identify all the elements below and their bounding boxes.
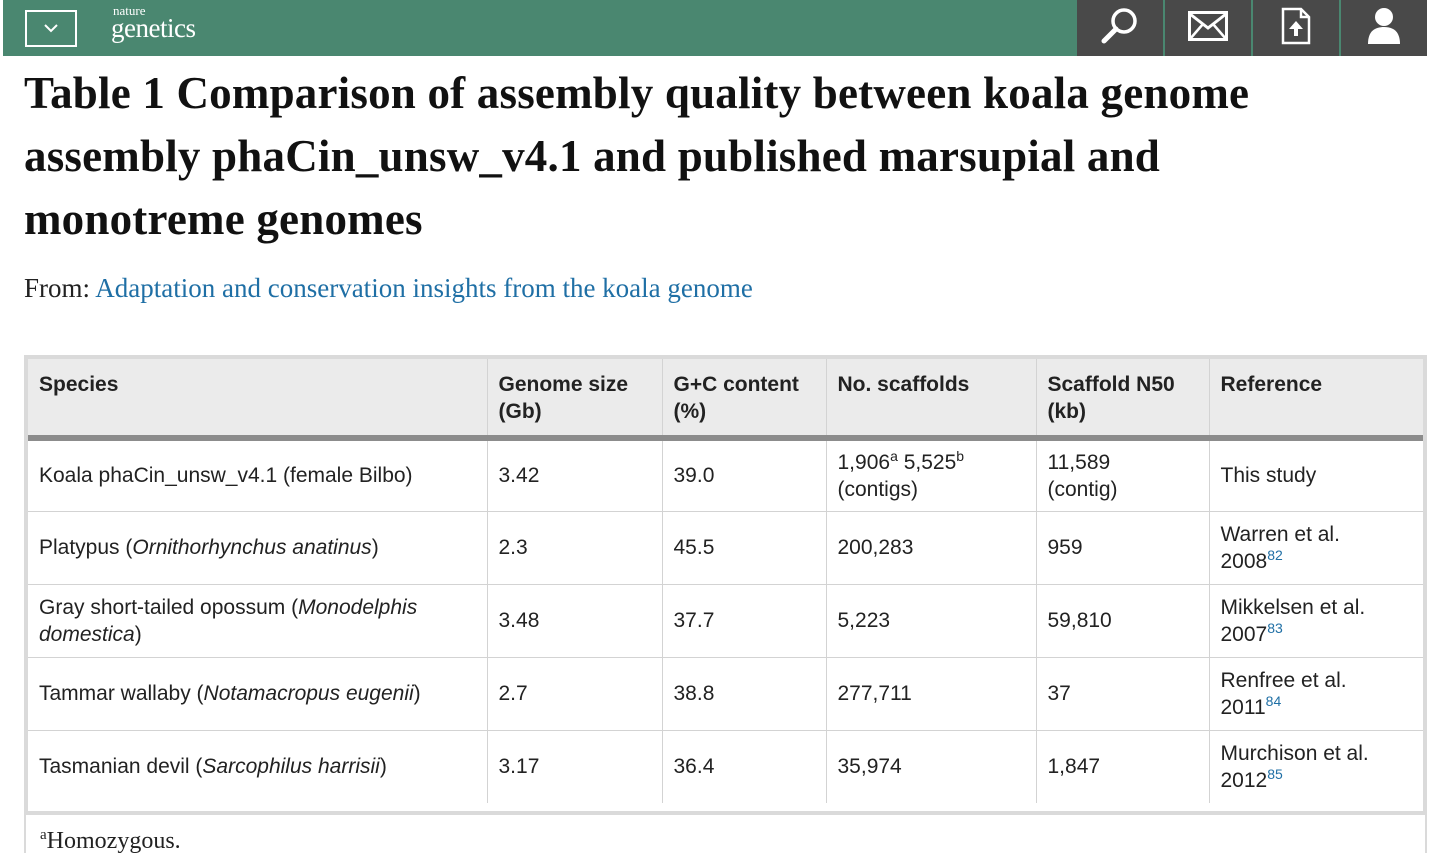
page-title: Table 1 Comparison of assembly quality b… <box>24 62 1404 251</box>
cell-gc-content: 45.5 <box>662 511 827 585</box>
title-line: monotreme genomes <box>24 194 423 244</box>
cell-genome-size: 3.48 <box>487 584 663 658</box>
user-icon <box>1367 7 1401 50</box>
header-scaffold-n50: Scaffold N50 (kb) <box>1036 359 1210 438</box>
header-genome-size: Genome size (Gb) <box>487 359 663 438</box>
footnote-marker-b: b <box>956 447 965 464</box>
cell-no-scaffolds: 35,974 <box>826 730 1037 803</box>
cell-no-scaffolds: 200,283 <box>826 511 1037 585</box>
footnote-marker: a <box>40 827 47 843</box>
cell-gc-content: 39.0 <box>662 438 827 512</box>
journal-logo[interactable]: nature genetics <box>111 3 196 43</box>
download-icon <box>1281 7 1311 50</box>
mail-icon <box>1188 10 1228 46</box>
top-navigation-bar: nature genetics <box>3 0 1427 56</box>
cell-no-scaffolds: 1,906a 5,525b (contigs) <box>826 438 1037 512</box>
footnote-text: Homozygous. <box>46 828 181 853</box>
search-icon <box>1100 6 1140 51</box>
cell-gc-content: 36.4 <box>662 730 827 803</box>
table-row: Koala phaCin_unsw_v4.1 (female Bilbo) 3.… <box>28 438 1423 512</box>
footnote-marker-a: a <box>890 447 898 464</box>
source-article-link[interactable]: Adaptation and conservation insights fro… <box>95 273 753 303</box>
reference-link[interactable]: 82 <box>1267 546 1283 563</box>
reference-link[interactable]: 84 <box>1265 692 1282 709</box>
comparison-table: Species Genome size (Gb) G+C content (%) N… <box>28 359 1423 803</box>
footnote-container <box>24 806 1427 853</box>
cell-scaffold-n50: 1,847 <box>1036 730 1210 803</box>
cell-scaffold-n50: 959 <box>1036 511 1210 585</box>
cell-scaffold-n50: 59,810 <box>1036 584 1210 658</box>
table-row: Platypus (Ornithorhynchus anatinus) 2.3 … <box>28 511 1423 585</box>
cell-reference: Renfree et al. 201184 <box>1209 657 1423 731</box>
reference-link[interactable]: 85 <box>1267 765 1283 782</box>
table-header-row: Species Genome size (Gb) G+C content (%) N… <box>28 359 1423 438</box>
data-table-container: Species Genome size (Gb) G+C content (%) N… <box>24 355 1427 815</box>
cell-species: Gray short-tailed opossum (Monodelphis d… <box>28 584 488 658</box>
menu-toggle-button[interactable] <box>25 10 77 47</box>
cell-genome-size: 3.42 <box>487 438 663 512</box>
header-reference: Reference <box>1209 359 1423 438</box>
cell-scaffold-n50: 37 <box>1036 657 1210 731</box>
cell-scaffold-n50: 11,589 (contig) <box>1036 438 1210 512</box>
header-species: Species <box>28 359 488 438</box>
from-label: From: <box>24 273 91 303</box>
cell-species: Koala phaCin_unsw_v4.1 (female Bilbo) <box>28 438 488 512</box>
source-article: From: Adaptation and conservation insigh… <box>24 273 753 304</box>
table-row: Tammar wallaby (Notamacropus eugenii) 2.… <box>28 657 1423 731</box>
toolbar <box>1077 0 1427 56</box>
table-row: Tasmanian devil (Sarcophilus harrisii) 3… <box>28 730 1423 803</box>
cell-genome-size: 3.17 <box>487 730 663 803</box>
cell-reference: Mikkelsen et al. 200783 <box>1209 584 1423 658</box>
title-line: assembly phaCin_unsw_v4.1 and published … <box>24 131 1161 181</box>
cell-species: Platypus (Ornithorhynchus anatinus) <box>28 511 488 585</box>
cell-gc-content: 38.8 <box>662 657 827 731</box>
table-row: Gray short-tailed opossum (Monodelphis d… <box>28 584 1423 658</box>
search-button[interactable] <box>1077 0 1163 56</box>
cell-reference: This study <box>1209 438 1423 512</box>
cell-reference: Warren et al. 200882 <box>1209 511 1423 585</box>
chevron-down-icon <box>43 20 59 38</box>
cell-species: Tasmanian devil (Sarcophilus harrisii) <box>28 730 488 803</box>
reference-link[interactable]: 83 <box>1267 619 1283 636</box>
email-button[interactable] <box>1165 0 1251 56</box>
cell-species: Tammar wallaby (Notamacropus eugenii) <box>28 657 488 731</box>
header-gc-content: G+C content (%) <box>662 359 827 438</box>
account-button[interactable] <box>1341 0 1427 56</box>
header-no-scaffolds: No. scaffolds <box>826 359 1037 438</box>
cell-reference: Murchison et al. 201285 <box>1220 741 1369 792</box>
logo-big-text: genetics <box>111 13 196 43</box>
title-line: Table 1 Comparison of assembly quality b… <box>24 68 1250 118</box>
cell-genome-size: 2.3 <box>487 511 663 585</box>
logo-small-text: nature <box>113 3 146 18</box>
table-footnote: aHomozygous. <box>40 828 181 853</box>
cell-no-scaffolds: 277,711 <box>826 657 1037 731</box>
cell-genome-size: 2.7 <box>487 657 663 731</box>
cell-gc-content: 37.7 <box>662 584 827 658</box>
download-pdf-button[interactable] <box>1253 0 1339 56</box>
cell-no-scaffolds: 5,223 <box>826 584 1037 658</box>
